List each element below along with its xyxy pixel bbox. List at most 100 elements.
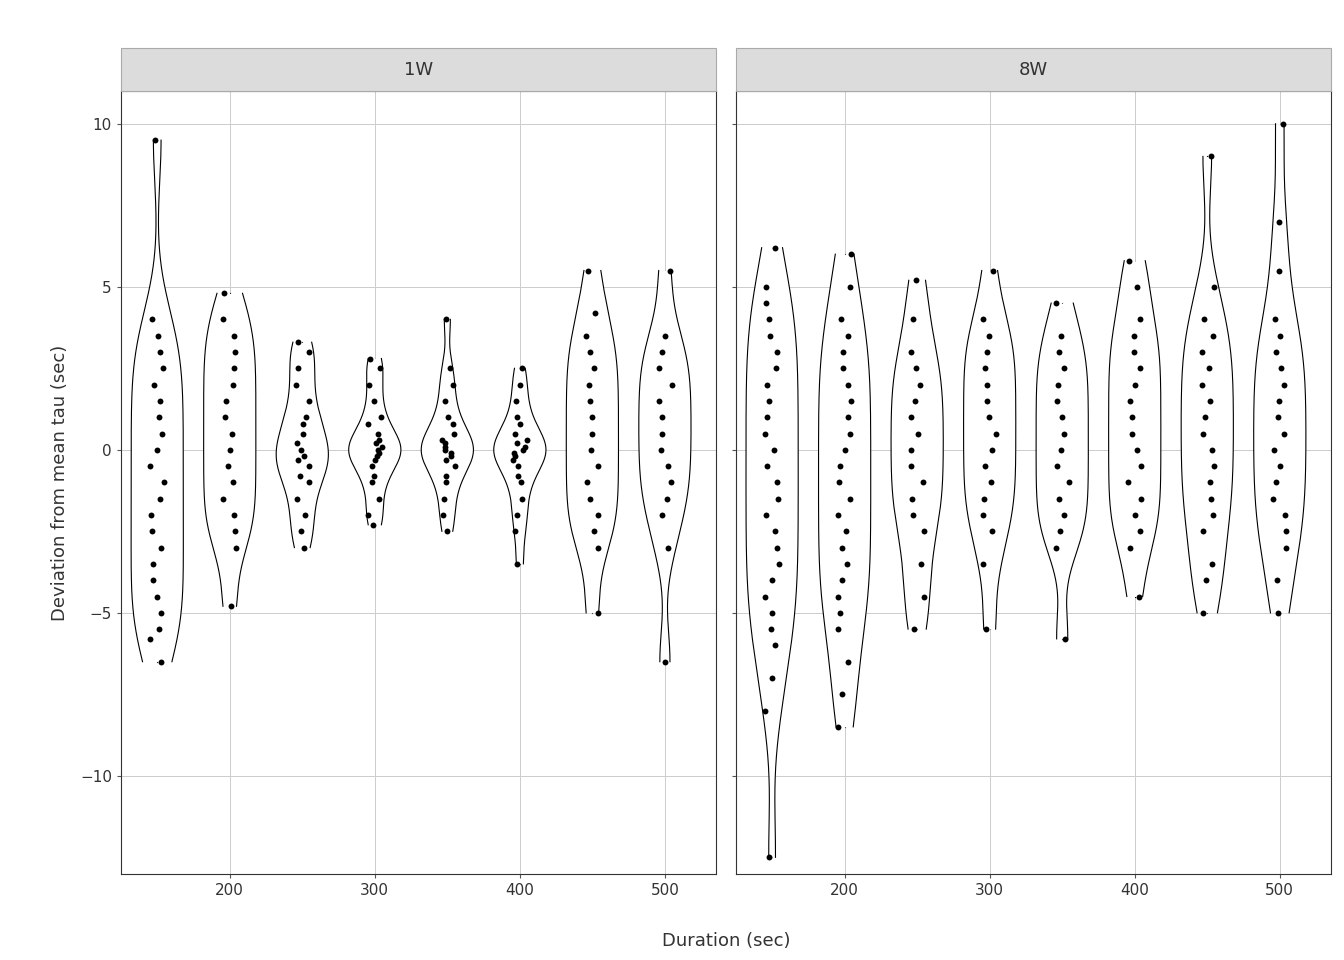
Point xyxy=(368,361,390,376)
Point xyxy=(367,443,388,458)
Point xyxy=(581,410,602,425)
Point xyxy=(1129,361,1150,376)
Point xyxy=(1203,328,1224,344)
Point xyxy=(1267,572,1289,588)
Point xyxy=(433,507,454,522)
Point xyxy=(759,312,781,327)
Point xyxy=(504,448,526,464)
Point xyxy=(358,416,379,431)
Point xyxy=(579,345,601,360)
Point xyxy=(972,507,993,522)
Point xyxy=(358,507,379,522)
Point xyxy=(660,475,681,491)
Point xyxy=(835,523,856,539)
Point xyxy=(763,443,785,458)
Point xyxy=(362,459,383,474)
Point xyxy=(434,443,456,458)
Point xyxy=(503,452,524,468)
Point xyxy=(910,556,931,571)
Point xyxy=(583,523,605,539)
Point xyxy=(650,410,672,425)
Point xyxy=(1044,540,1066,555)
Point xyxy=(140,632,161,647)
Point xyxy=(285,377,306,393)
Point xyxy=(212,312,234,327)
Point xyxy=(831,540,852,555)
Point xyxy=(1273,116,1294,132)
Point xyxy=(1048,491,1070,506)
Point xyxy=(587,507,609,522)
Point xyxy=(1044,296,1066,311)
Point xyxy=(1269,214,1290,229)
Point xyxy=(974,361,996,376)
Point xyxy=(831,572,852,588)
Point xyxy=(290,443,312,458)
Point xyxy=(1126,443,1148,458)
Point xyxy=(431,432,453,447)
Point xyxy=(832,361,853,376)
Text: 8W: 8W xyxy=(1019,60,1048,79)
Point xyxy=(434,394,456,409)
Point xyxy=(981,443,1003,458)
Point xyxy=(140,459,161,474)
Point xyxy=(1273,426,1294,442)
Point xyxy=(649,394,671,409)
Point xyxy=(444,459,465,474)
Point xyxy=(913,475,934,491)
Y-axis label: Deviation from mean tau (sec): Deviation from mean tau (sec) xyxy=(51,345,69,620)
Point xyxy=(294,507,316,522)
Point xyxy=(507,436,528,451)
Point xyxy=(661,377,683,393)
Point xyxy=(435,452,457,468)
Point xyxy=(828,507,849,522)
Point xyxy=(442,416,464,431)
Point xyxy=(1121,426,1142,442)
Point xyxy=(1269,263,1290,278)
Point xyxy=(1269,394,1290,409)
Point xyxy=(1191,345,1212,360)
Point xyxy=(1129,523,1150,539)
Point xyxy=(434,439,456,454)
Point xyxy=(148,621,169,636)
Text: 1W: 1W xyxy=(403,60,433,79)
Point xyxy=(832,345,853,360)
Point xyxy=(837,328,859,344)
Point xyxy=(1047,377,1068,393)
Point xyxy=(650,443,672,458)
Point xyxy=(755,296,777,311)
Point xyxy=(982,263,1004,278)
Text: Duration (sec): Duration (sec) xyxy=(661,932,790,949)
Point xyxy=(507,556,528,571)
Point xyxy=(151,605,172,620)
Point xyxy=(575,328,597,344)
Point xyxy=(359,377,380,393)
Point xyxy=(368,491,390,506)
Point xyxy=(766,540,788,555)
Point xyxy=(151,540,172,555)
Point xyxy=(755,507,777,522)
Point xyxy=(587,459,609,474)
Point xyxy=(657,540,679,555)
Point xyxy=(1051,410,1073,425)
Point xyxy=(148,410,169,425)
Point xyxy=(650,507,672,522)
Point xyxy=(507,459,528,474)
Point xyxy=(437,410,458,425)
Point xyxy=(839,279,860,295)
Point xyxy=(144,377,165,393)
Point xyxy=(828,719,849,734)
Point xyxy=(362,475,383,491)
Point xyxy=(839,491,860,506)
Point xyxy=(1124,377,1145,393)
Point xyxy=(900,459,922,474)
Point xyxy=(142,556,164,571)
Point xyxy=(1126,279,1148,295)
Point xyxy=(288,334,309,349)
Point xyxy=(914,523,935,539)
Point xyxy=(579,491,601,506)
Point xyxy=(222,475,243,491)
Point xyxy=(1270,361,1292,376)
Point xyxy=(837,654,859,669)
Point xyxy=(509,416,531,431)
Point xyxy=(577,475,598,491)
